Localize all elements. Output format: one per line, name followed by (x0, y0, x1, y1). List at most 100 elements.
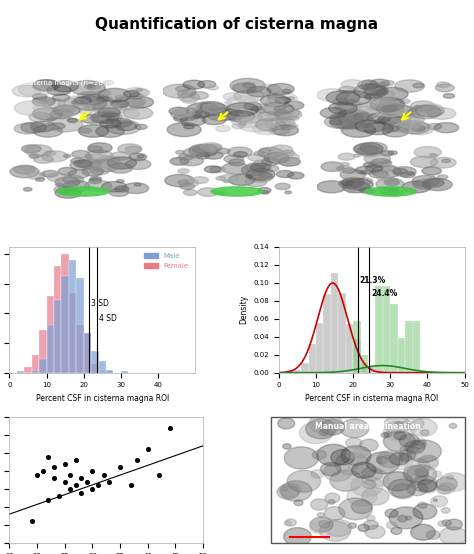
Circle shape (276, 171, 293, 178)
Circle shape (353, 144, 377, 154)
Circle shape (25, 145, 52, 156)
Circle shape (392, 167, 416, 176)
Circle shape (284, 447, 319, 469)
Circle shape (55, 177, 80, 187)
Circle shape (39, 100, 48, 104)
Circle shape (383, 431, 415, 452)
Point (50, 463, 57, 472)
Circle shape (383, 126, 408, 137)
Circle shape (383, 125, 399, 132)
Circle shape (343, 168, 356, 173)
Bar (54, 300, 62, 373)
Circle shape (137, 155, 144, 158)
Circle shape (260, 148, 271, 153)
Circle shape (274, 108, 300, 119)
Circle shape (381, 80, 394, 86)
Circle shape (320, 107, 346, 119)
Circle shape (67, 119, 77, 122)
Circle shape (80, 95, 113, 109)
Bar (323, 294, 331, 373)
Circle shape (228, 159, 245, 166)
Ellipse shape (365, 187, 417, 196)
Circle shape (279, 157, 300, 166)
Circle shape (288, 116, 299, 121)
Circle shape (379, 98, 404, 109)
Circle shape (263, 102, 293, 115)
Circle shape (360, 171, 367, 174)
Circle shape (274, 121, 296, 130)
Circle shape (281, 150, 295, 156)
Circle shape (427, 124, 442, 130)
Circle shape (306, 419, 336, 439)
Circle shape (55, 183, 63, 186)
Point (78, 474, 85, 483)
Circle shape (270, 129, 276, 131)
Circle shape (341, 80, 365, 89)
Circle shape (348, 464, 357, 469)
Circle shape (372, 166, 401, 178)
Circle shape (102, 113, 119, 120)
Circle shape (423, 178, 444, 187)
Circle shape (398, 121, 429, 134)
Circle shape (14, 101, 49, 115)
Point (105, 478, 113, 486)
Circle shape (109, 188, 128, 197)
Circle shape (354, 154, 361, 157)
Circle shape (420, 430, 429, 435)
Circle shape (438, 521, 447, 526)
Circle shape (364, 153, 391, 164)
Circle shape (246, 175, 252, 178)
Circle shape (41, 81, 60, 89)
Bar (361, 356, 368, 373)
Circle shape (362, 488, 389, 505)
Circle shape (78, 125, 109, 137)
Bar (286, 371, 294, 373)
Bar (353, 321, 361, 373)
Circle shape (97, 96, 109, 101)
Circle shape (351, 500, 372, 514)
Circle shape (377, 450, 403, 468)
Point (133, 456, 140, 465)
Circle shape (204, 166, 221, 173)
Circle shape (246, 168, 275, 181)
Point (61, 459, 69, 468)
Circle shape (400, 99, 410, 104)
Circle shape (12, 85, 41, 97)
Point (45, 495, 52, 504)
Circle shape (393, 122, 419, 132)
Circle shape (192, 146, 210, 153)
Circle shape (90, 167, 109, 175)
Circle shape (317, 444, 350, 466)
Bar (294, 371, 301, 373)
Bar (383, 286, 390, 373)
Circle shape (201, 143, 222, 152)
Circle shape (32, 80, 60, 91)
Circle shape (357, 80, 379, 89)
Circle shape (376, 178, 404, 190)
Circle shape (392, 484, 415, 499)
Circle shape (341, 181, 353, 186)
Bar (338, 293, 346, 373)
X-axis label: Percent CSF in cisterna magna ROI: Percent CSF in cisterna magna ROI (305, 394, 438, 403)
Circle shape (22, 145, 41, 153)
Circle shape (116, 122, 137, 131)
Circle shape (42, 151, 68, 162)
Bar (84, 333, 91, 373)
Circle shape (410, 156, 438, 167)
Circle shape (91, 113, 118, 125)
Circle shape (118, 144, 142, 154)
Bar (99, 361, 106, 373)
Circle shape (259, 173, 272, 178)
Circle shape (55, 187, 81, 198)
Bar (91, 364, 99, 373)
Bar (390, 304, 398, 373)
Circle shape (111, 100, 128, 107)
Circle shape (330, 120, 342, 125)
Circle shape (237, 112, 262, 123)
Circle shape (36, 177, 45, 181)
Circle shape (281, 481, 312, 501)
Circle shape (87, 85, 95, 88)
Circle shape (325, 493, 340, 503)
Circle shape (384, 178, 399, 184)
Circle shape (405, 440, 425, 454)
